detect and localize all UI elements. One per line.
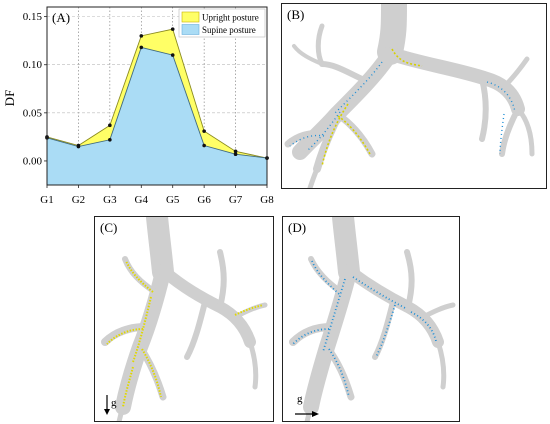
plot-frame bbox=[46, 6, 268, 186]
panel-a-label: (A) bbox=[52, 10, 70, 25]
data-point-upright bbox=[108, 123, 112, 128]
panel-c-airway-upright: (C) g bbox=[94, 216, 274, 422]
legend-swatch-upright bbox=[181, 11, 200, 23]
point-layer bbox=[45, 27, 269, 160]
panel-c-label: (C) bbox=[100, 220, 118, 235]
upright-deposition-dots bbox=[321, 48, 423, 167]
series-line-upright bbox=[46, 28, 268, 159]
panel-d-airway-supine: (D) g bbox=[282, 216, 460, 422]
x-tick-label: G6 bbox=[197, 194, 211, 206]
panel-b-label: (B) bbox=[287, 7, 305, 22]
y-tick-label: 0.10 bbox=[23, 59, 43, 71]
airway-tree-image bbox=[284, 4, 535, 188]
airway-tree-image bbox=[289, 217, 456, 421]
data-point-supine bbox=[170, 53, 175, 57]
x-tick-label: G2 bbox=[72, 194, 85, 206]
legend-swatch-supine bbox=[181, 24, 200, 35]
legend-label-upright: Upright posture bbox=[202, 13, 259, 23]
airway-tree bbox=[284, 4, 535, 188]
gravity-label: g bbox=[111, 397, 117, 409]
data-point-upright bbox=[202, 129, 206, 133]
data-point-supine bbox=[233, 152, 238, 157]
area-supine bbox=[47, 47, 267, 185]
gravity-label: g bbox=[297, 393, 303, 405]
x-tick-label: G3 bbox=[103, 194, 117, 206]
panel-b-airway-both: (B) bbox=[281, 3, 547, 189]
data-point-supine bbox=[202, 143, 206, 148]
supine-deposition-dots bbox=[289, 61, 516, 155]
airway-tree-image bbox=[101, 217, 268, 421]
legend-label-supine: Supine posture bbox=[202, 25, 256, 35]
gravity-down-arrow-icon bbox=[104, 395, 110, 415]
y-tick-label: 0.00 bbox=[23, 155, 43, 167]
y-tick-label: 0.15 bbox=[23, 11, 43, 23]
tick-layer: 0.00 0.05 0.10 0.15 G1 G2 G3 G4 G5 G6 G7 G8 bbox=[23, 11, 274, 206]
series-line-supine bbox=[46, 46, 268, 159]
data-point-upright bbox=[233, 149, 238, 154]
x-tick-label: G8 bbox=[260, 194, 274, 206]
data-point-supine bbox=[139, 45, 144, 50]
data-point-upright bbox=[170, 27, 175, 31]
x-tick-label: G4 bbox=[135, 194, 149, 206]
data-point-upright bbox=[139, 34, 144, 38]
gravity-right-arrow-icon bbox=[295, 411, 319, 417]
y-axis-label: DF bbox=[2, 90, 17, 107]
x-tick-label: G1 bbox=[40, 194, 53, 206]
y-tick-label: 0.05 bbox=[23, 107, 43, 119]
panel-d-label: (D) bbox=[288, 220, 307, 235]
area-layer bbox=[47, 29, 267, 185]
airway-tree bbox=[289, 217, 456, 421]
data-point-supine bbox=[76, 144, 81, 149]
data-point-supine bbox=[108, 137, 112, 142]
legend: Upright posture Supine posture bbox=[178, 8, 266, 38]
upright-deposition-dots bbox=[106, 260, 264, 408]
airway-tree bbox=[101, 217, 268, 421]
x-tick-label: G5 bbox=[166, 194, 180, 206]
x-tick-label: G7 bbox=[229, 194, 243, 206]
supine-deposition-dots bbox=[292, 260, 437, 398]
